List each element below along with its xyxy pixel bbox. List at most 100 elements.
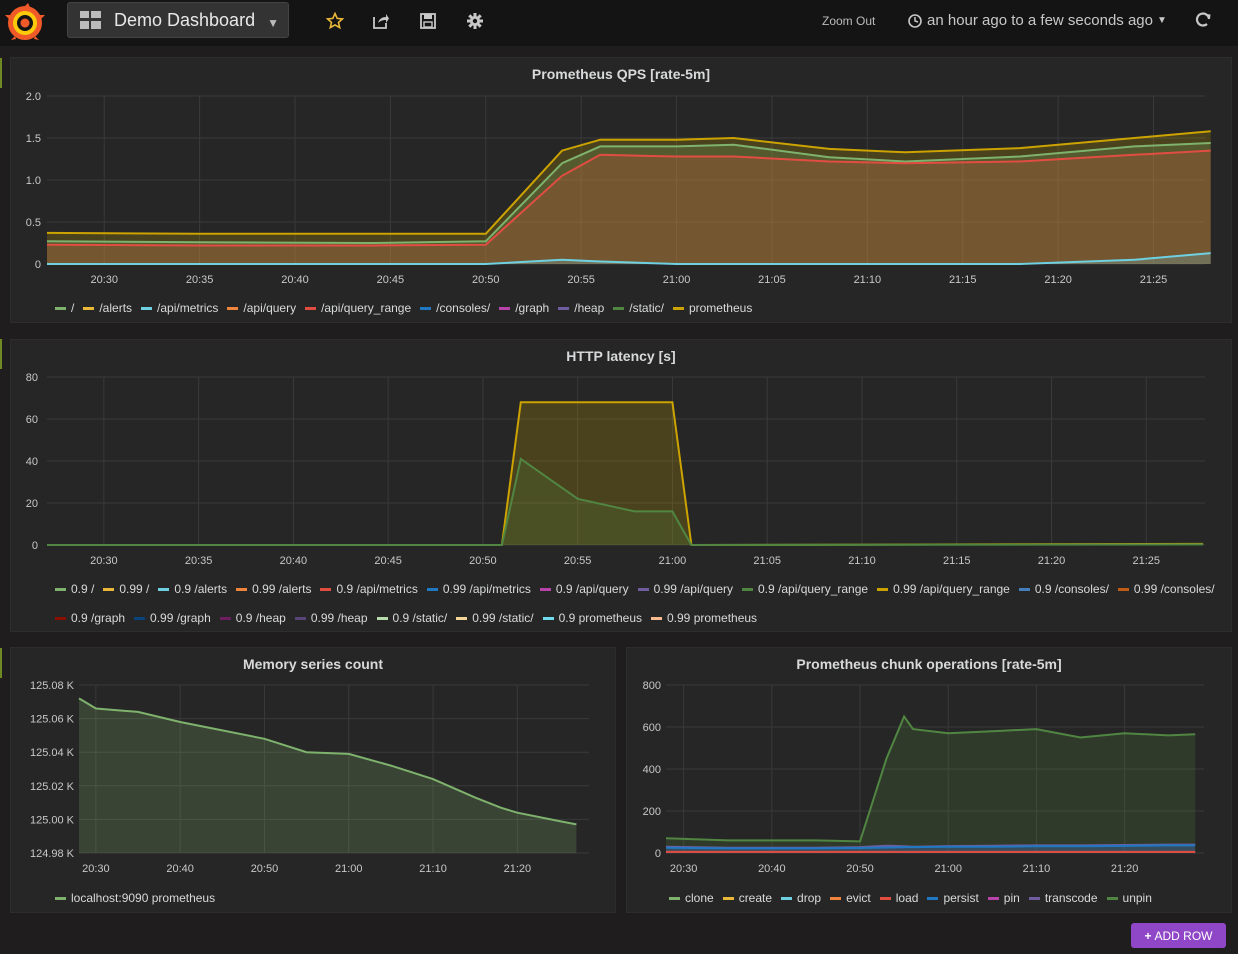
legend-item[interactable]: 0.99 /graph (134, 605, 211, 632)
legend-item[interactable]: load (879, 885, 918, 912)
legend-item[interactable]: 0.99 /heap (294, 605, 368, 632)
gear-icon[interactable] (466, 12, 484, 30)
series-line[interactable] (47, 252, 1211, 265)
legend-item[interactable]: evict (830, 885, 871, 912)
dashboard-picker-button[interactable]: Demo Dashboard ▼ (67, 2, 289, 38)
time-range-picker[interactable]: an hour ago to a few seconds ago ▼ (908, 12, 1167, 29)
x-tick-label: 20:50 (472, 274, 500, 286)
legend-item[interactable]: 0.9 /api/query_range (742, 576, 868, 603)
series-area (47, 150, 1211, 264)
legend-item[interactable]: 0.9 prometheus (542, 605, 642, 632)
legend-item[interactable]: /consoles/ (420, 295, 490, 322)
legend-item[interactable]: prometheus (672, 295, 752, 322)
legend-item[interactable]: 0.9 /heap (219, 605, 286, 632)
series-line[interactable] (665, 714, 1196, 843)
legend-item[interactable]: 0.9 /consoles/ (1018, 576, 1109, 603)
legend-item[interactable]: /heap (558, 295, 604, 322)
legend-item[interactable]: 0.99 /static/ (456, 605, 534, 632)
legend-item[interactable]: 0.9 /graph (55, 605, 125, 632)
legend-item[interactable]: / (55, 295, 74, 322)
legend-item[interactable]: 0.9 /static/ (376, 605, 447, 632)
x-tick-label: 20:40 (281, 274, 309, 286)
legend-swatch (305, 307, 317, 310)
legend-swatch (1028, 897, 1040, 900)
legend-swatch (456, 617, 468, 620)
legend-item[interactable]: pin (987, 885, 1020, 912)
y-tick-label: 60 (26, 414, 38, 426)
legend-item[interactable]: 0.99 /api/query (637, 576, 733, 603)
series-line[interactable] (47, 401, 1204, 547)
legend-item[interactable]: localhost:9090 prometheus (55, 885, 215, 912)
legend-item[interactable]: /api/query_range (305, 295, 411, 322)
panel-title[interactable]: Prometheus QPS [rate-5m] (531, 66, 711, 82)
legend-item[interactable]: 0.9 /alerts (158, 576, 227, 603)
qps-graph[interactable]: 2.0 1.5 1.0 0.5 0 20:30 20:35 20:40 20:45 20:50 20… (11, 58, 1233, 288)
latency-legend: 0.9 / 0.99 / 0.9 /alerts 0.99 /alerts 0.9 /a… (55, 574, 1225, 632)
row-collapse-handle[interactable] (0, 648, 2, 678)
legend-item[interactable]: /api/metrics (141, 295, 218, 322)
legend-swatch (1106, 897, 1118, 900)
legend-label: pin (1003, 891, 1020, 905)
legend-item[interactable]: 0.99 /alerts (236, 576, 311, 603)
legend-item[interactable]: 0.99 prometheus (651, 605, 757, 632)
panel-title[interactable]: Prometheus chunk operations [rate-5m] (796, 656, 1062, 672)
grafana-logo-icon[interactable] (5, 3, 45, 43)
legend-item[interactable]: create (722, 885, 772, 912)
legend-label: 0.99 /static/ (472, 611, 534, 625)
legend-item[interactable]: unpin (1106, 885, 1152, 912)
series-line[interactable] (47, 457, 1204, 547)
legend-label: 0.9 /api/query_range (758, 582, 869, 596)
legend-label: 0.99 /consoles/ (1133, 582, 1215, 596)
legend-swatch (294, 617, 306, 620)
legend-item[interactable]: persist (927, 885, 979, 912)
legend-item[interactable]: 0.9 /api/metrics (320, 576, 418, 603)
refresh-icon[interactable] (1194, 11, 1212, 29)
y-tick-label: 124.98 K (30, 848, 75, 860)
legend-item[interactable]: clone (669, 885, 714, 912)
x-tick-label: 20:35 (186, 274, 214, 286)
share-icon[interactable] (372, 12, 390, 30)
legend-item[interactable]: transcode (1028, 885, 1098, 912)
legend-item[interactable]: /api/query (227, 295, 296, 322)
save-icon[interactable] (419, 12, 437, 30)
legend-item[interactable]: 0.99 /api/query_range (877, 576, 1010, 603)
legend-label: / (71, 301, 75, 315)
series-area (47, 131, 1211, 264)
x-tick-label: 20:30 (90, 555, 118, 567)
series-line[interactable] (46, 142, 1211, 245)
y-tick-label: 0.5 (26, 217, 41, 229)
legend-item[interactable]: drop (781, 885, 821, 912)
legend-item[interactable]: /graph (499, 295, 549, 322)
legend-item[interactable]: 0.9 /api/query (539, 576, 629, 603)
legend-swatch (55, 307, 66, 310)
legend-label: 0.9 / (71, 582, 95, 596)
chunk-ops-graph[interactable]: 800 600 400 200 0 20:30 20:40 20:50 21:00 21:10 21… (627, 648, 1233, 880)
zoom-out-button[interactable]: Zoom Out (822, 14, 876, 28)
series-line[interactable] (78, 697, 577, 826)
add-row-button[interactable]: + ADD ROW (1131, 923, 1226, 948)
series-line[interactable] (665, 844, 1196, 850)
plus-icon: + (1144, 928, 1152, 943)
star-icon[interactable] (326, 12, 344, 30)
legend-item[interactable]: 0.99 /consoles/ (1117, 576, 1215, 603)
legend-item[interactable]: 0.9 / (55, 576, 94, 603)
y-tick-label: 0 (32, 540, 38, 552)
legend-swatch (1117, 588, 1129, 591)
legend-item[interactable]: /static/ (613, 295, 664, 322)
x-tick-label: 21:05 (753, 555, 781, 567)
legend-item[interactable]: 0.99 /api/metrics (426, 576, 531, 603)
top-navbar: Demo Dashboard ▼ Zoom Out an hour ago to… (0, 0, 1238, 46)
panel-title[interactable]: HTTP latency [s] (566, 348, 676, 364)
series-line[interactable] (46, 130, 1211, 235)
row-collapse-handle[interactable] (0, 339, 2, 369)
row-collapse-handle[interactable] (0, 58, 2, 88)
latency-graph[interactable]: 80 60 40 20 0 20:30 20:35 20:40 20:45 20:50 20:55 2… (11, 340, 1233, 570)
panel-title[interactable]: Memory series count (242, 656, 384, 672)
series-line[interactable] (46, 149, 1211, 247)
y-tick-label: 0 (655, 848, 661, 860)
legend-item[interactable]: /alerts (83, 295, 132, 322)
legend-item[interactable]: 0.99 / (103, 576, 149, 603)
legend-swatch (227, 307, 239, 310)
memory-graph[interactable]: 125.08 K 125.06 K 125.04 K 125.02 K 125.00 K… (11, 648, 617, 880)
x-tick-label: 21:20 (504, 863, 532, 875)
